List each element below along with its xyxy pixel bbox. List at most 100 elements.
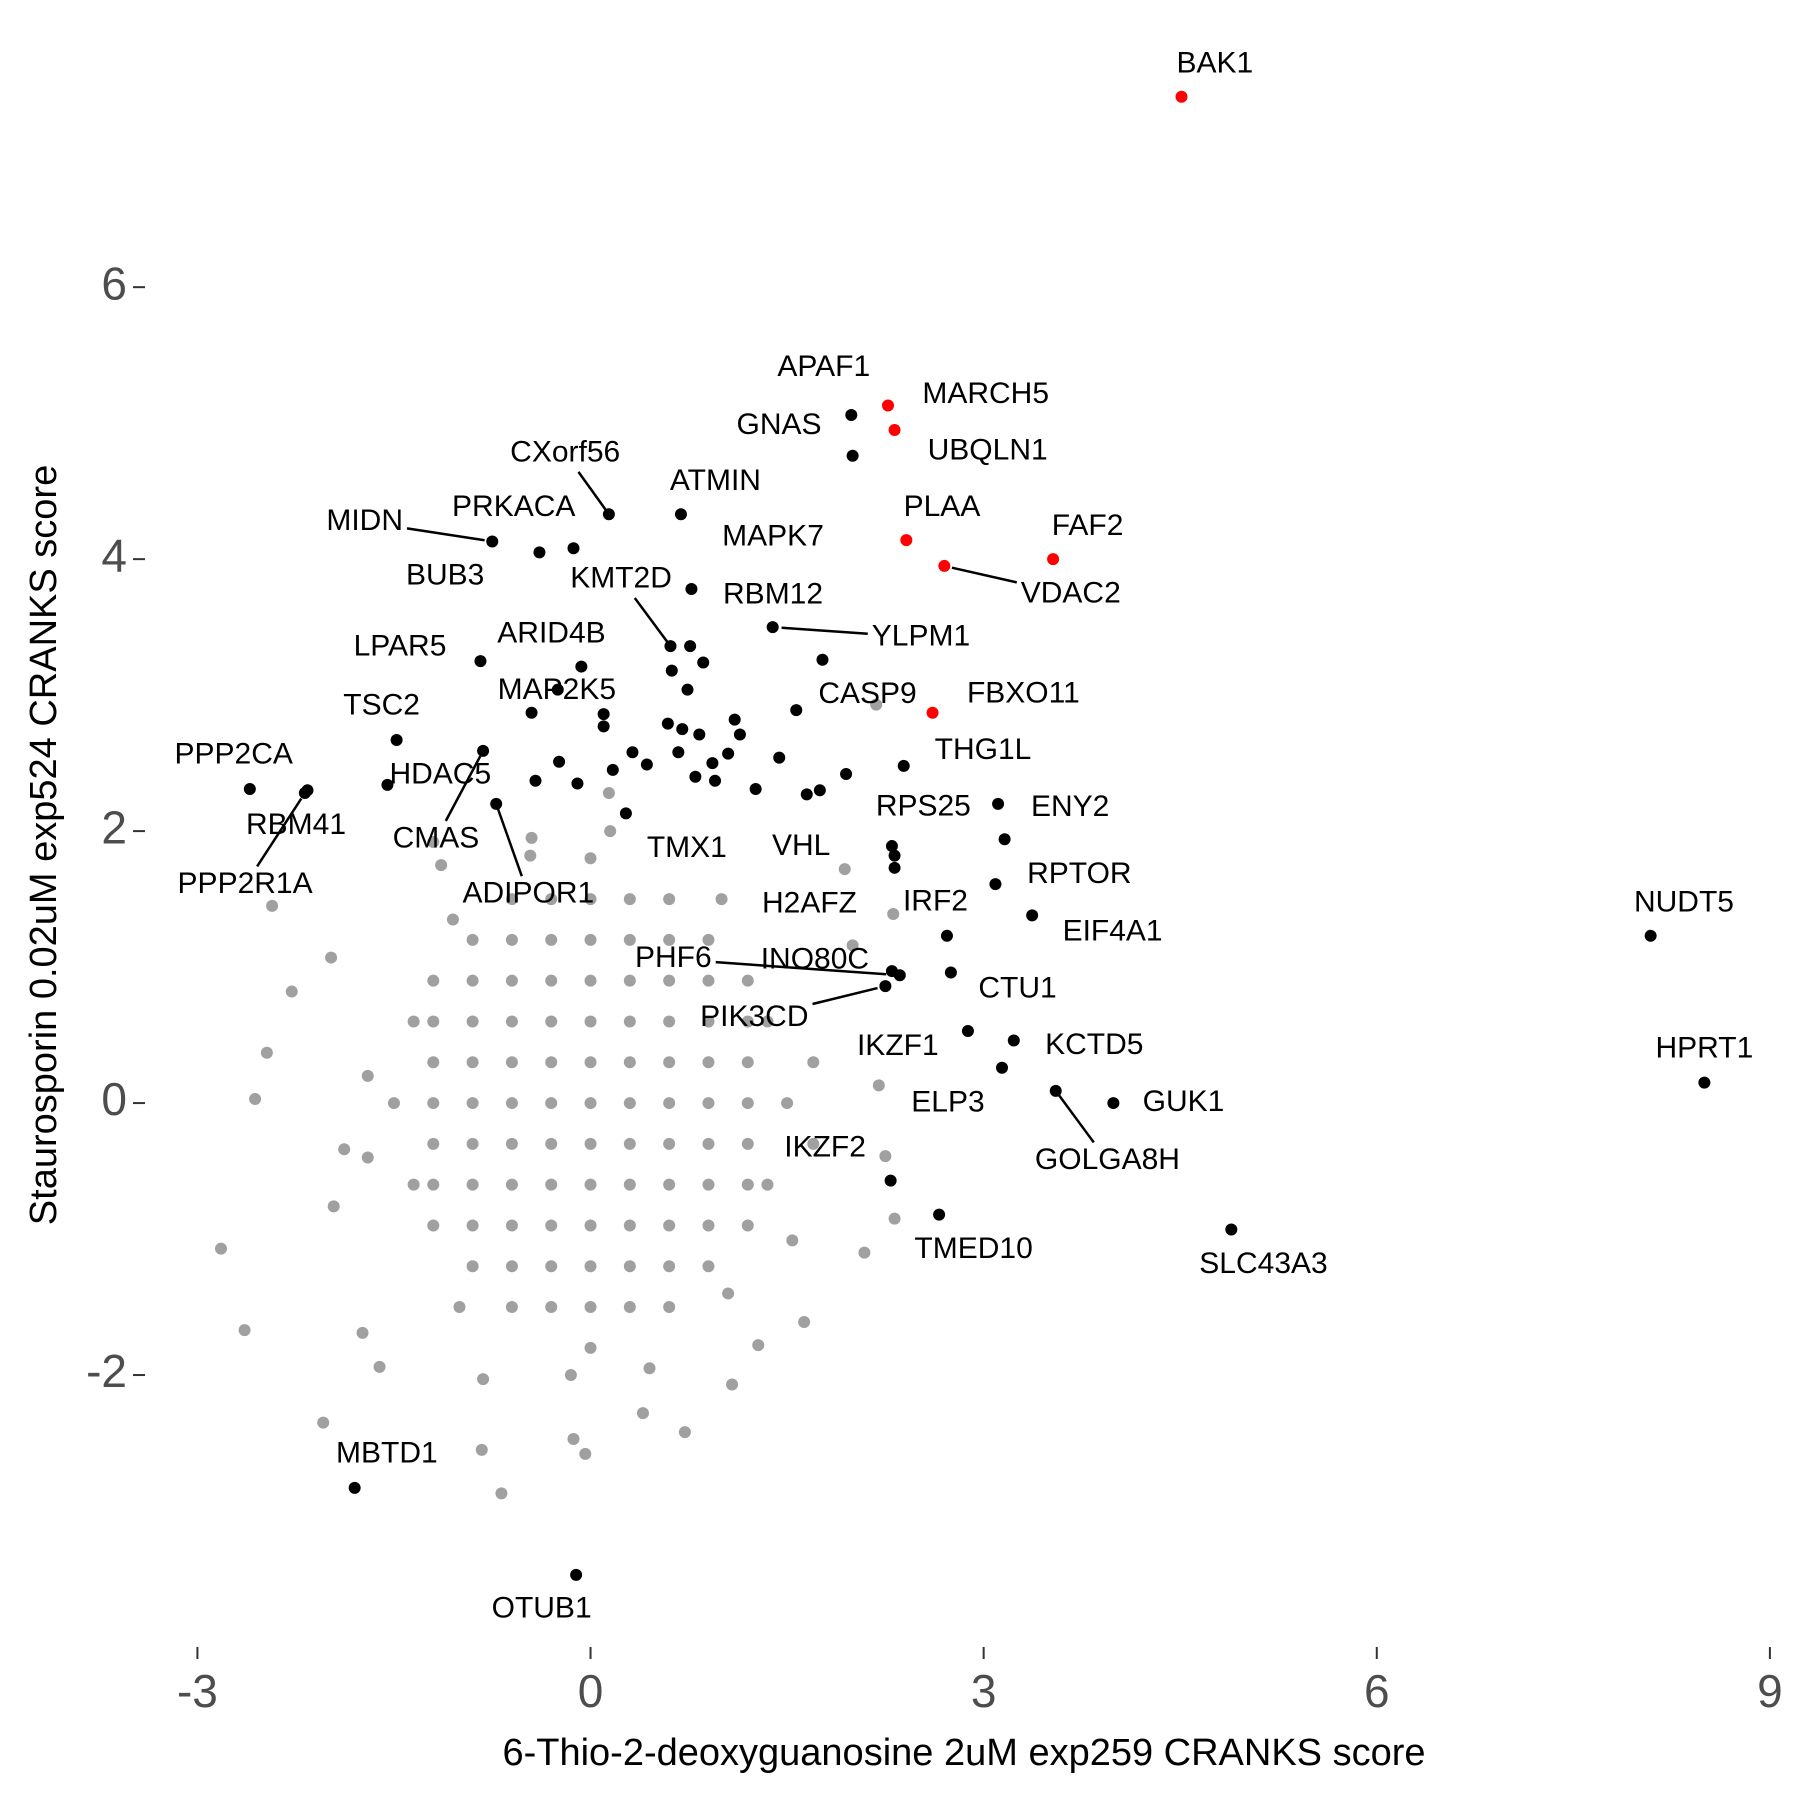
point: [1644, 929, 1657, 942]
point: [597, 708, 610, 721]
point-label: GNAS: [737, 408, 822, 441]
point-label: FBXO11: [967, 676, 1080, 709]
point: [505, 974, 518, 987]
point-label: ELP3: [911, 1085, 984, 1118]
point: [676, 723, 689, 736]
point: [427, 1178, 440, 1191]
point: [813, 784, 826, 797]
point: [702, 974, 715, 987]
point: [327, 1200, 340, 1213]
point-label: RBM12: [723, 577, 823, 610]
point: [505, 1260, 518, 1273]
point-label: BAK1: [1177, 47, 1254, 80]
point: [900, 534, 913, 547]
point: [505, 1137, 518, 1150]
point: [684, 640, 697, 653]
y-tick-label: 0: [101, 1073, 127, 1125]
leader-line: [256, 797, 303, 868]
point: [663, 1056, 676, 1069]
point: [702, 1178, 715, 1191]
y-tick-label: 2: [101, 801, 127, 853]
point-label: HPRT1: [1655, 1031, 1753, 1064]
point: [373, 1360, 386, 1373]
point: [466, 1097, 479, 1110]
point: [888, 849, 901, 862]
y-tick-label: 4: [101, 529, 127, 581]
point: [640, 758, 653, 771]
point: [584, 1137, 597, 1150]
point-label: PLAA: [904, 490, 981, 523]
point: [317, 1416, 330, 1429]
point: [741, 1097, 754, 1110]
point: [664, 640, 677, 653]
point: [838, 863, 851, 876]
point-label: MAPK7: [722, 519, 824, 552]
point-label: SLC43A3: [1199, 1247, 1327, 1280]
point: [435, 859, 448, 872]
point: [602, 787, 615, 800]
point: [348, 1481, 361, 1494]
point: [1175, 90, 1188, 103]
x-tick-label: 9: [1757, 1665, 1783, 1717]
point-label: EIF4A1: [1063, 915, 1163, 948]
point: [505, 1015, 518, 1028]
point-label: RPTOR: [1027, 857, 1131, 890]
point: [693, 728, 706, 741]
x-tick-label: -3: [177, 1665, 218, 1717]
point: [636, 1407, 649, 1420]
point: [709, 774, 722, 787]
point: [533, 546, 546, 559]
point: [466, 1056, 479, 1069]
point: [623, 893, 636, 906]
point: [728, 713, 741, 726]
point: [584, 1341, 597, 1354]
y-axis-title: Staurosporin 0.02uM exp524 CRANKS score: [23, 465, 65, 1225]
point: [940, 929, 953, 942]
point: [798, 1316, 811, 1329]
point: [623, 1178, 636, 1191]
point: [597, 720, 610, 733]
point: [961, 1024, 974, 1037]
point: [477, 744, 490, 757]
point: [584, 1097, 597, 1110]
point: [545, 1219, 558, 1232]
x-tick-label: 3: [971, 1665, 997, 1717]
point: [584, 974, 597, 987]
point: [545, 1178, 558, 1191]
point: [575, 660, 588, 673]
point: [678, 1426, 691, 1439]
point-label: VHL: [772, 829, 830, 862]
point: [545, 933, 558, 946]
point-label: ENY2: [1031, 790, 1109, 823]
point: [584, 1178, 597, 1191]
point-label: PRKACA: [452, 490, 575, 523]
point: [466, 1015, 479, 1028]
point: [998, 833, 1011, 846]
point-label: MIDN: [326, 504, 403, 537]
point: [715, 893, 728, 906]
point-label: LPAR5: [354, 629, 447, 662]
point: [807, 1137, 820, 1150]
point: [773, 751, 786, 764]
point: [325, 951, 338, 964]
point-label: MARCH5: [922, 377, 1049, 410]
point: [604, 825, 617, 838]
point: [663, 1260, 676, 1273]
point: [926, 706, 939, 719]
point-label: NUDT5: [1634, 886, 1734, 919]
point: [870, 698, 883, 711]
point-label: PIK3CD: [700, 1000, 808, 1033]
point: [505, 1056, 518, 1069]
point-label: VDAC2: [1021, 577, 1121, 610]
y-tick-label: 6: [101, 257, 127, 309]
point: [741, 1178, 754, 1191]
point: [567, 1432, 580, 1445]
point-label: KCTD5: [1045, 1028, 1143, 1061]
point: [567, 542, 580, 555]
point: [887, 908, 900, 921]
point: [807, 1056, 820, 1069]
point: [623, 1137, 636, 1150]
point: [992, 797, 1005, 810]
point: [505, 1178, 518, 1191]
point: [427, 974, 440, 987]
